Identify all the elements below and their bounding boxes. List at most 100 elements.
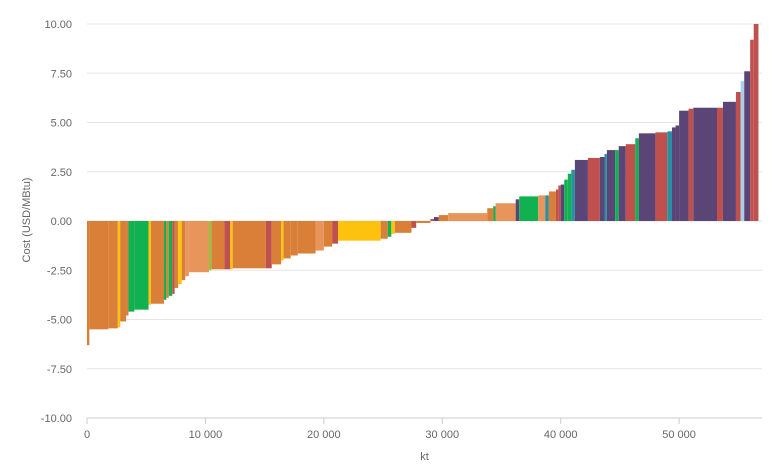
cost-bar xyxy=(493,206,496,221)
cost-bar xyxy=(679,110,689,221)
cost-bar xyxy=(740,81,745,221)
x-tick-label: 20 000 xyxy=(307,429,341,441)
cost-bar xyxy=(564,179,568,221)
y-tick-labels: 10.00 7.50 5.00 2.50 0.00 -2.50 -5.00 -7.50 -10.… xyxy=(41,19,72,425)
cost-bar xyxy=(495,203,516,221)
x-tick-label: 10 000 xyxy=(189,429,223,441)
cost-bar xyxy=(89,221,109,330)
cost-bar xyxy=(430,219,434,221)
cost-bar xyxy=(722,101,736,221)
cost-bar xyxy=(672,127,676,221)
cost-bar xyxy=(168,221,173,296)
cost-bar xyxy=(315,221,324,251)
cost-bar xyxy=(387,221,392,237)
bars xyxy=(87,24,759,346)
cost-bar xyxy=(615,150,619,221)
cost-bar xyxy=(638,133,656,221)
cost-bar xyxy=(323,221,333,247)
x-tick-label: 50 000 xyxy=(662,429,696,441)
cost-bar xyxy=(128,221,135,312)
cost-bar xyxy=(281,221,284,261)
cost-bar xyxy=(290,221,298,256)
y-tick-label: -5.00 xyxy=(47,315,72,327)
y-tick-label: 2.50 xyxy=(51,167,72,179)
cost-bar xyxy=(750,39,754,222)
y-tick-label: -7.50 xyxy=(47,364,72,376)
cost-bar xyxy=(271,221,282,265)
cost-bar xyxy=(265,221,272,269)
cost-bar xyxy=(411,221,417,228)
cost-bar xyxy=(618,146,626,221)
cost-bar xyxy=(433,217,439,221)
cost-bar xyxy=(297,221,316,254)
cost-bar xyxy=(188,221,209,273)
cost-bar xyxy=(148,221,151,305)
cost-bar xyxy=(667,131,672,221)
cost-bar xyxy=(232,221,266,269)
cost-bar xyxy=(519,196,539,221)
cost-bar xyxy=(599,156,605,221)
x-tick-label: 40 000 xyxy=(544,429,578,441)
y-tick-label: -10.00 xyxy=(41,413,72,425)
cost-bar xyxy=(178,221,182,285)
cost-bar xyxy=(693,107,717,221)
cost-bar xyxy=(181,221,186,281)
cost-bar xyxy=(515,199,520,221)
cost-bar xyxy=(438,215,449,221)
cost-bar xyxy=(538,195,546,221)
cost-bar xyxy=(150,221,164,304)
cost-bar xyxy=(555,189,559,221)
cost-bar xyxy=(717,107,723,221)
cost-bar xyxy=(574,159,588,221)
cost-bar xyxy=(332,221,339,244)
cost-bar xyxy=(558,185,561,221)
cost-bar xyxy=(744,71,751,221)
cost-bar xyxy=(753,24,759,221)
cost-bar xyxy=(394,221,412,233)
cost-bar xyxy=(211,221,225,270)
x-axis-title: kt xyxy=(420,451,429,463)
cost-bar xyxy=(448,213,488,221)
cost-bar xyxy=(416,221,431,223)
cost-bar xyxy=(380,221,388,239)
cost-bar xyxy=(117,221,121,328)
cost-bar xyxy=(560,184,565,221)
cost-bar xyxy=(587,157,600,221)
cost-bar xyxy=(606,150,616,221)
y-tick-label: 10.00 xyxy=(44,19,72,31)
cost-bar xyxy=(185,221,189,277)
cost-bar xyxy=(208,221,212,271)
cost-bar xyxy=(283,221,291,259)
cost-bar xyxy=(735,91,741,221)
y-tick-label: -2.50 xyxy=(47,265,72,277)
cost-bar xyxy=(545,195,549,221)
y-tick-label: 7.50 xyxy=(51,68,72,80)
cost-bar xyxy=(391,221,395,234)
cost-bar xyxy=(166,221,169,298)
cost-bar xyxy=(635,138,639,221)
cost-bar xyxy=(174,221,179,288)
cost-bar xyxy=(126,221,129,316)
cost-bar xyxy=(571,169,575,221)
cost-bar xyxy=(655,132,668,221)
cost-bar xyxy=(688,108,694,221)
y-tick-label: 0.00 xyxy=(51,216,72,228)
cost-bar xyxy=(120,221,127,322)
cost-bar xyxy=(134,221,149,310)
cost-bar xyxy=(604,154,607,221)
cost-bar xyxy=(172,221,175,294)
cost-bar xyxy=(230,221,233,270)
cost-bar xyxy=(567,173,572,221)
axes xyxy=(86,417,762,424)
x-tick-label: 30 000 xyxy=(425,429,459,441)
cost-bar xyxy=(87,221,90,346)
y-axis-title: Cost (USD/MBtu) xyxy=(21,178,33,263)
cost-bar xyxy=(224,221,231,270)
cost-bar xyxy=(487,208,494,221)
cost-bar xyxy=(675,125,680,221)
x-tick-labels: 0 10 000 20 000 30 000 40 000 50 000 xyxy=(84,429,696,441)
cost-bar xyxy=(163,221,167,300)
x-tick-label: 0 xyxy=(84,429,90,441)
cost-bar xyxy=(338,221,381,241)
